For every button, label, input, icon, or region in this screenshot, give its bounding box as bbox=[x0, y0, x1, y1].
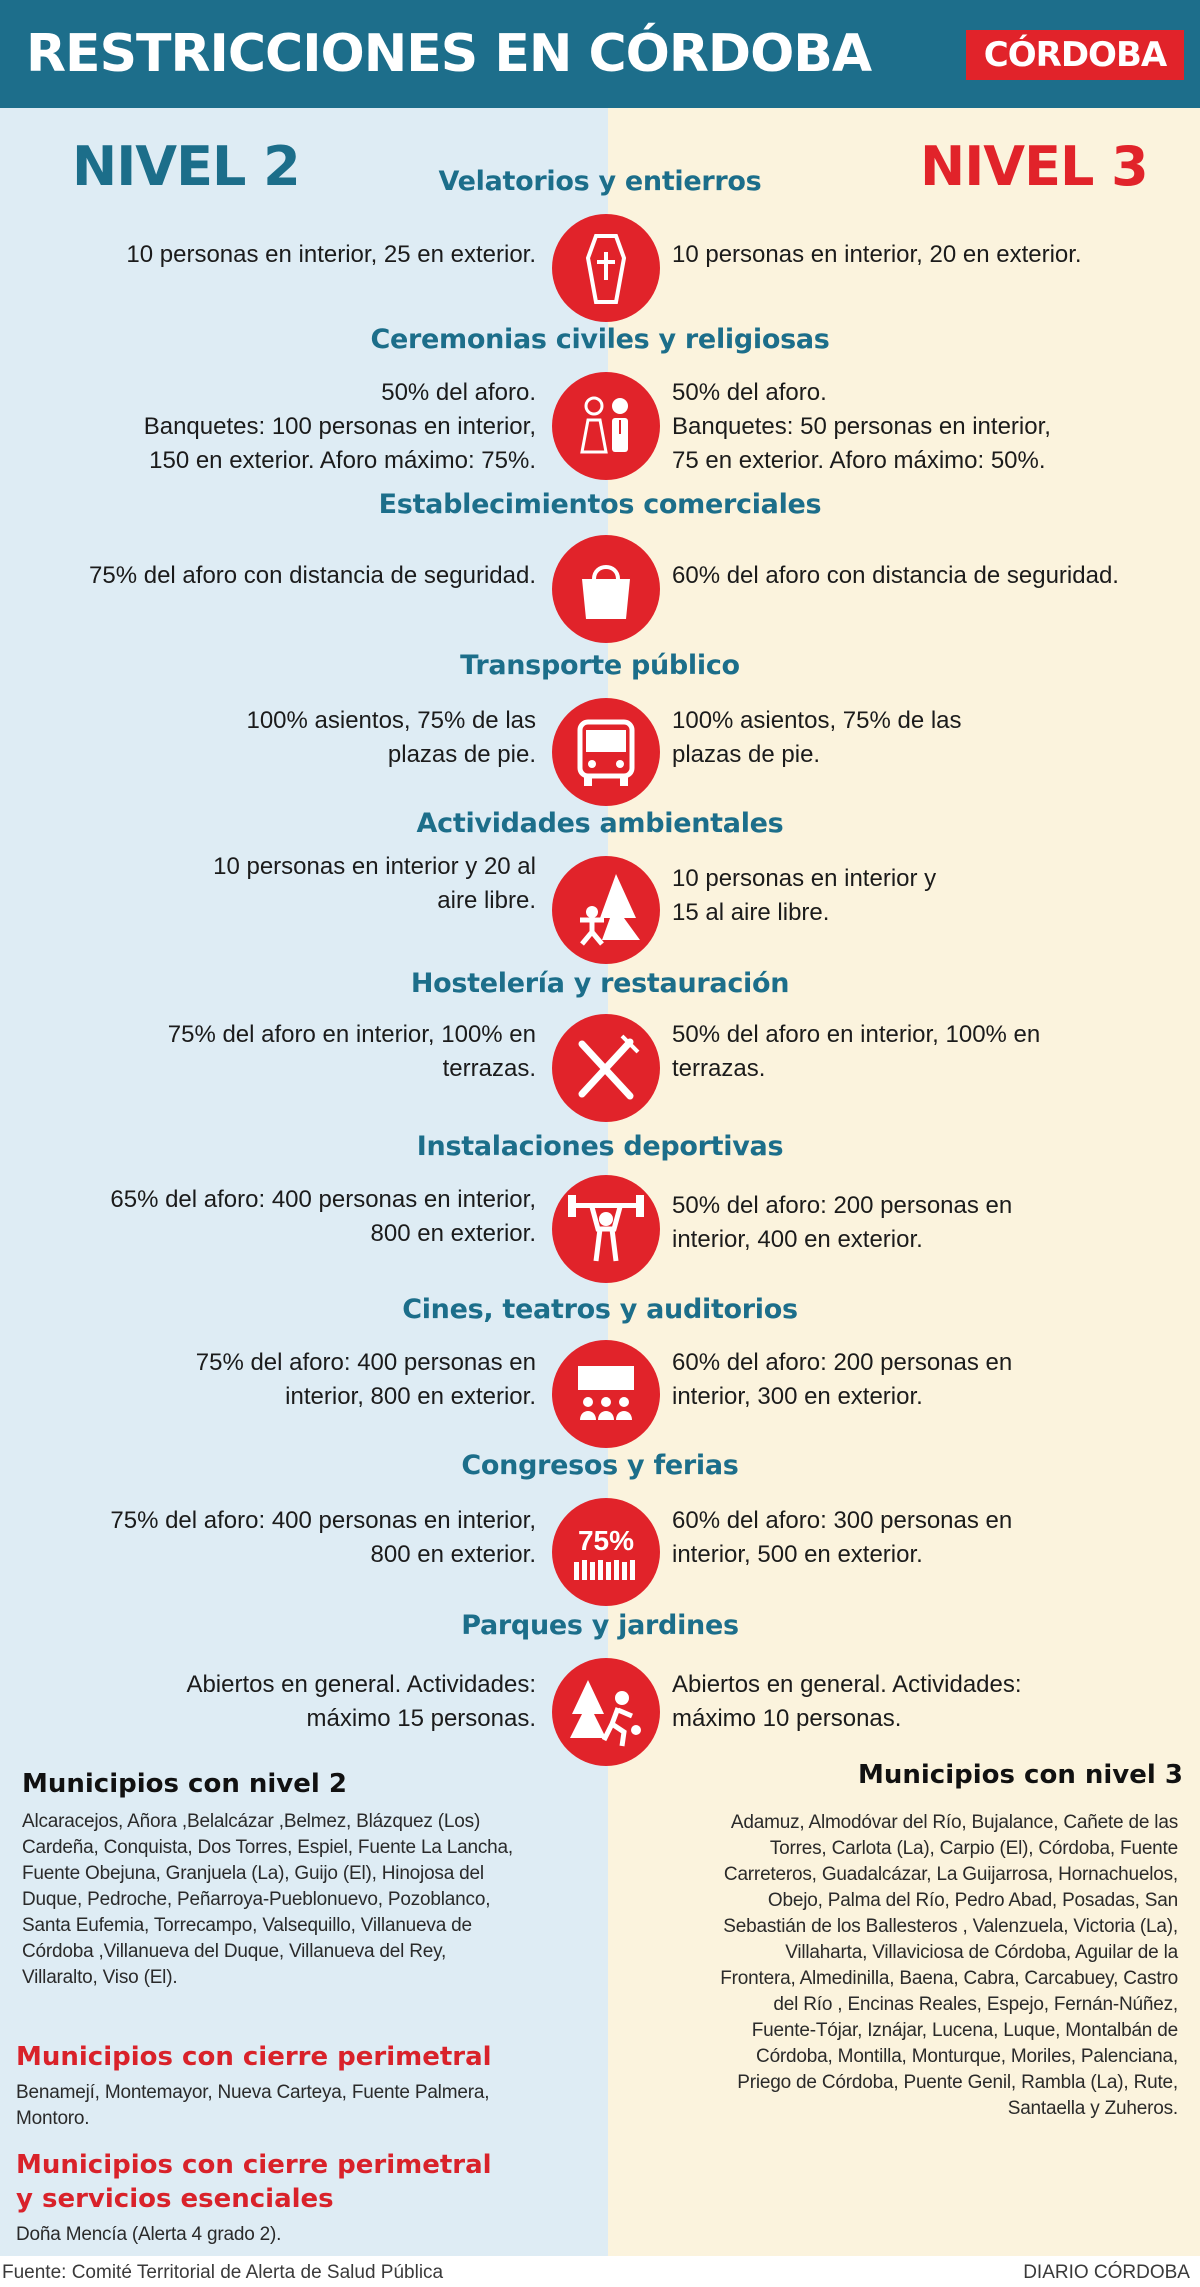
left-text: 100% asientos, 75% de las plazas de pie. bbox=[246, 707, 536, 768]
right-text: 10 personas en interior, 20 en exterior. bbox=[672, 241, 1082, 268]
section-title: Transporte público bbox=[460, 650, 740, 681]
section-title: Hostelería y restauración bbox=[410, 968, 790, 999]
nivel-2-column bbox=[0, 108, 608, 2256]
right-text: 10 personas en interior y 15 al aire lib… bbox=[672, 865, 937, 926]
section-title: Ceremonias civiles y religiosas bbox=[370, 324, 830, 355]
page-title: RESTRICCIONES EN CÓRDOBA bbox=[26, 24, 872, 84]
left-text: 10 personas en interior, 25 en exterior. bbox=[126, 241, 536, 268]
municipios-cierre-title: Municipios con cierre perimetral bbox=[16, 2042, 492, 2072]
municipios-cierre-esenciales-list: Doña Mencía (Alerta 4 grado 2). bbox=[16, 2224, 282, 2245]
right-text: 60% del aforo con distancia de seguridad… bbox=[672, 562, 1119, 589]
bus-icon bbox=[552, 698, 660, 806]
right-text: 60% del aforo: 300 personas en interior,… bbox=[672, 1507, 1013, 1568]
level-3-heading: NIVEL 3 bbox=[920, 135, 1149, 198]
left-text: 75% del aforo con distancia de seguridad… bbox=[89, 562, 536, 589]
wedding-couple-icon bbox=[552, 372, 660, 480]
cinema-audience-icon bbox=[552, 1340, 660, 1448]
source-note: Fuente: Comité Territorial de Alerta de … bbox=[2, 2262, 444, 2283]
section-title: Cines, teatros y auditorios bbox=[402, 1294, 798, 1325]
left-text: 75% del aforo: 400 personas en interior,… bbox=[195, 1349, 536, 1410]
section-title: Congresos y ferias bbox=[461, 1450, 739, 1481]
nature-activity-icon bbox=[552, 856, 660, 964]
left-text: 10 personas en interior y 20 al aire lib… bbox=[213, 853, 536, 914]
coffin-icon bbox=[552, 214, 660, 322]
footer: Fuente: Comité Territorial de Alerta de … bbox=[0, 2256, 1200, 2287]
left-text: 65% del aforo: 400 personas en interior,… bbox=[110, 1186, 536, 1247]
right-text: 60% del aforo: 200 personas en interior,… bbox=[672, 1349, 1013, 1410]
credit: DIARIO CÓRDOBA bbox=[1023, 2262, 1190, 2283]
municipios-cierre-esenciales-title: Municipios con cierre perimetral y servi… bbox=[16, 2150, 492, 2214]
park-runner-icon bbox=[552, 1658, 660, 1766]
header-bar: RESTRICCIONES EN CÓRDOBA CÓRDOBA bbox=[0, 0, 1200, 108]
municipios-nivel2-title: Municipios con nivel 2 bbox=[22, 1769, 347, 1799]
fork-knife-icon bbox=[552, 1014, 660, 1122]
right-text: 50% del aforo: 200 personas en interior,… bbox=[672, 1192, 1013, 1253]
level-2-heading: NIVEL 2 bbox=[72, 135, 301, 198]
section-title: Parques y jardines bbox=[461, 1610, 739, 1641]
left-text: 50% del aforo. Banquetes: 100 personas e… bbox=[143, 379, 536, 474]
congress-percent-label: 75% bbox=[578, 1525, 634, 1556]
section-title: Actividades ambientales bbox=[416, 808, 784, 839]
weightlifter-icon bbox=[552, 1175, 660, 1283]
section-title: Velatorios y entierros bbox=[438, 166, 762, 197]
nivel-3-column bbox=[608, 108, 1200, 2256]
municipios-cierre-list: Benamejí, Montemayor, Nueva Carteya, Fue… bbox=[16, 2082, 490, 2129]
right-text: Abiertos en general. Actividades: máximo… bbox=[672, 1671, 1022, 1732]
section-title: Instalaciones deportivas bbox=[416, 1131, 784, 1162]
left-text: Abiertos en general. Actividades: máximo… bbox=[186, 1671, 536, 1732]
section-title: Establecimientos comerciales bbox=[378, 489, 822, 520]
crowd-percent-icon: 75% bbox=[552, 1498, 660, 1606]
left-text: 75% del aforo en interior, 100% en terra… bbox=[167, 1021, 536, 1082]
municipios-nivel3-list: Adamuz, Almodóvar del Río, Bujalance, Ca… bbox=[720, 1812, 1178, 2119]
logo: CÓRDOBA bbox=[966, 30, 1184, 80]
right-text: 100% asientos, 75% de las plazas de pie. bbox=[672, 707, 962, 768]
municipios-nivel2-list: Alcaracejos, Añora ,Belalcázar ,Belmez, … bbox=[22, 1811, 513, 1988]
shopping-bag-icon bbox=[552, 535, 660, 643]
right-text: 50% del aforo en interior, 100% en terra… bbox=[672, 1021, 1041, 1082]
left-text: 75% del aforo: 400 personas en interior,… bbox=[110, 1507, 536, 1568]
municipios-nivel3-title: Municipios con nivel 3 bbox=[858, 1760, 1183, 1790]
right-text: 50% del aforo. Banquetes: 50 personas en… bbox=[672, 379, 1051, 474]
